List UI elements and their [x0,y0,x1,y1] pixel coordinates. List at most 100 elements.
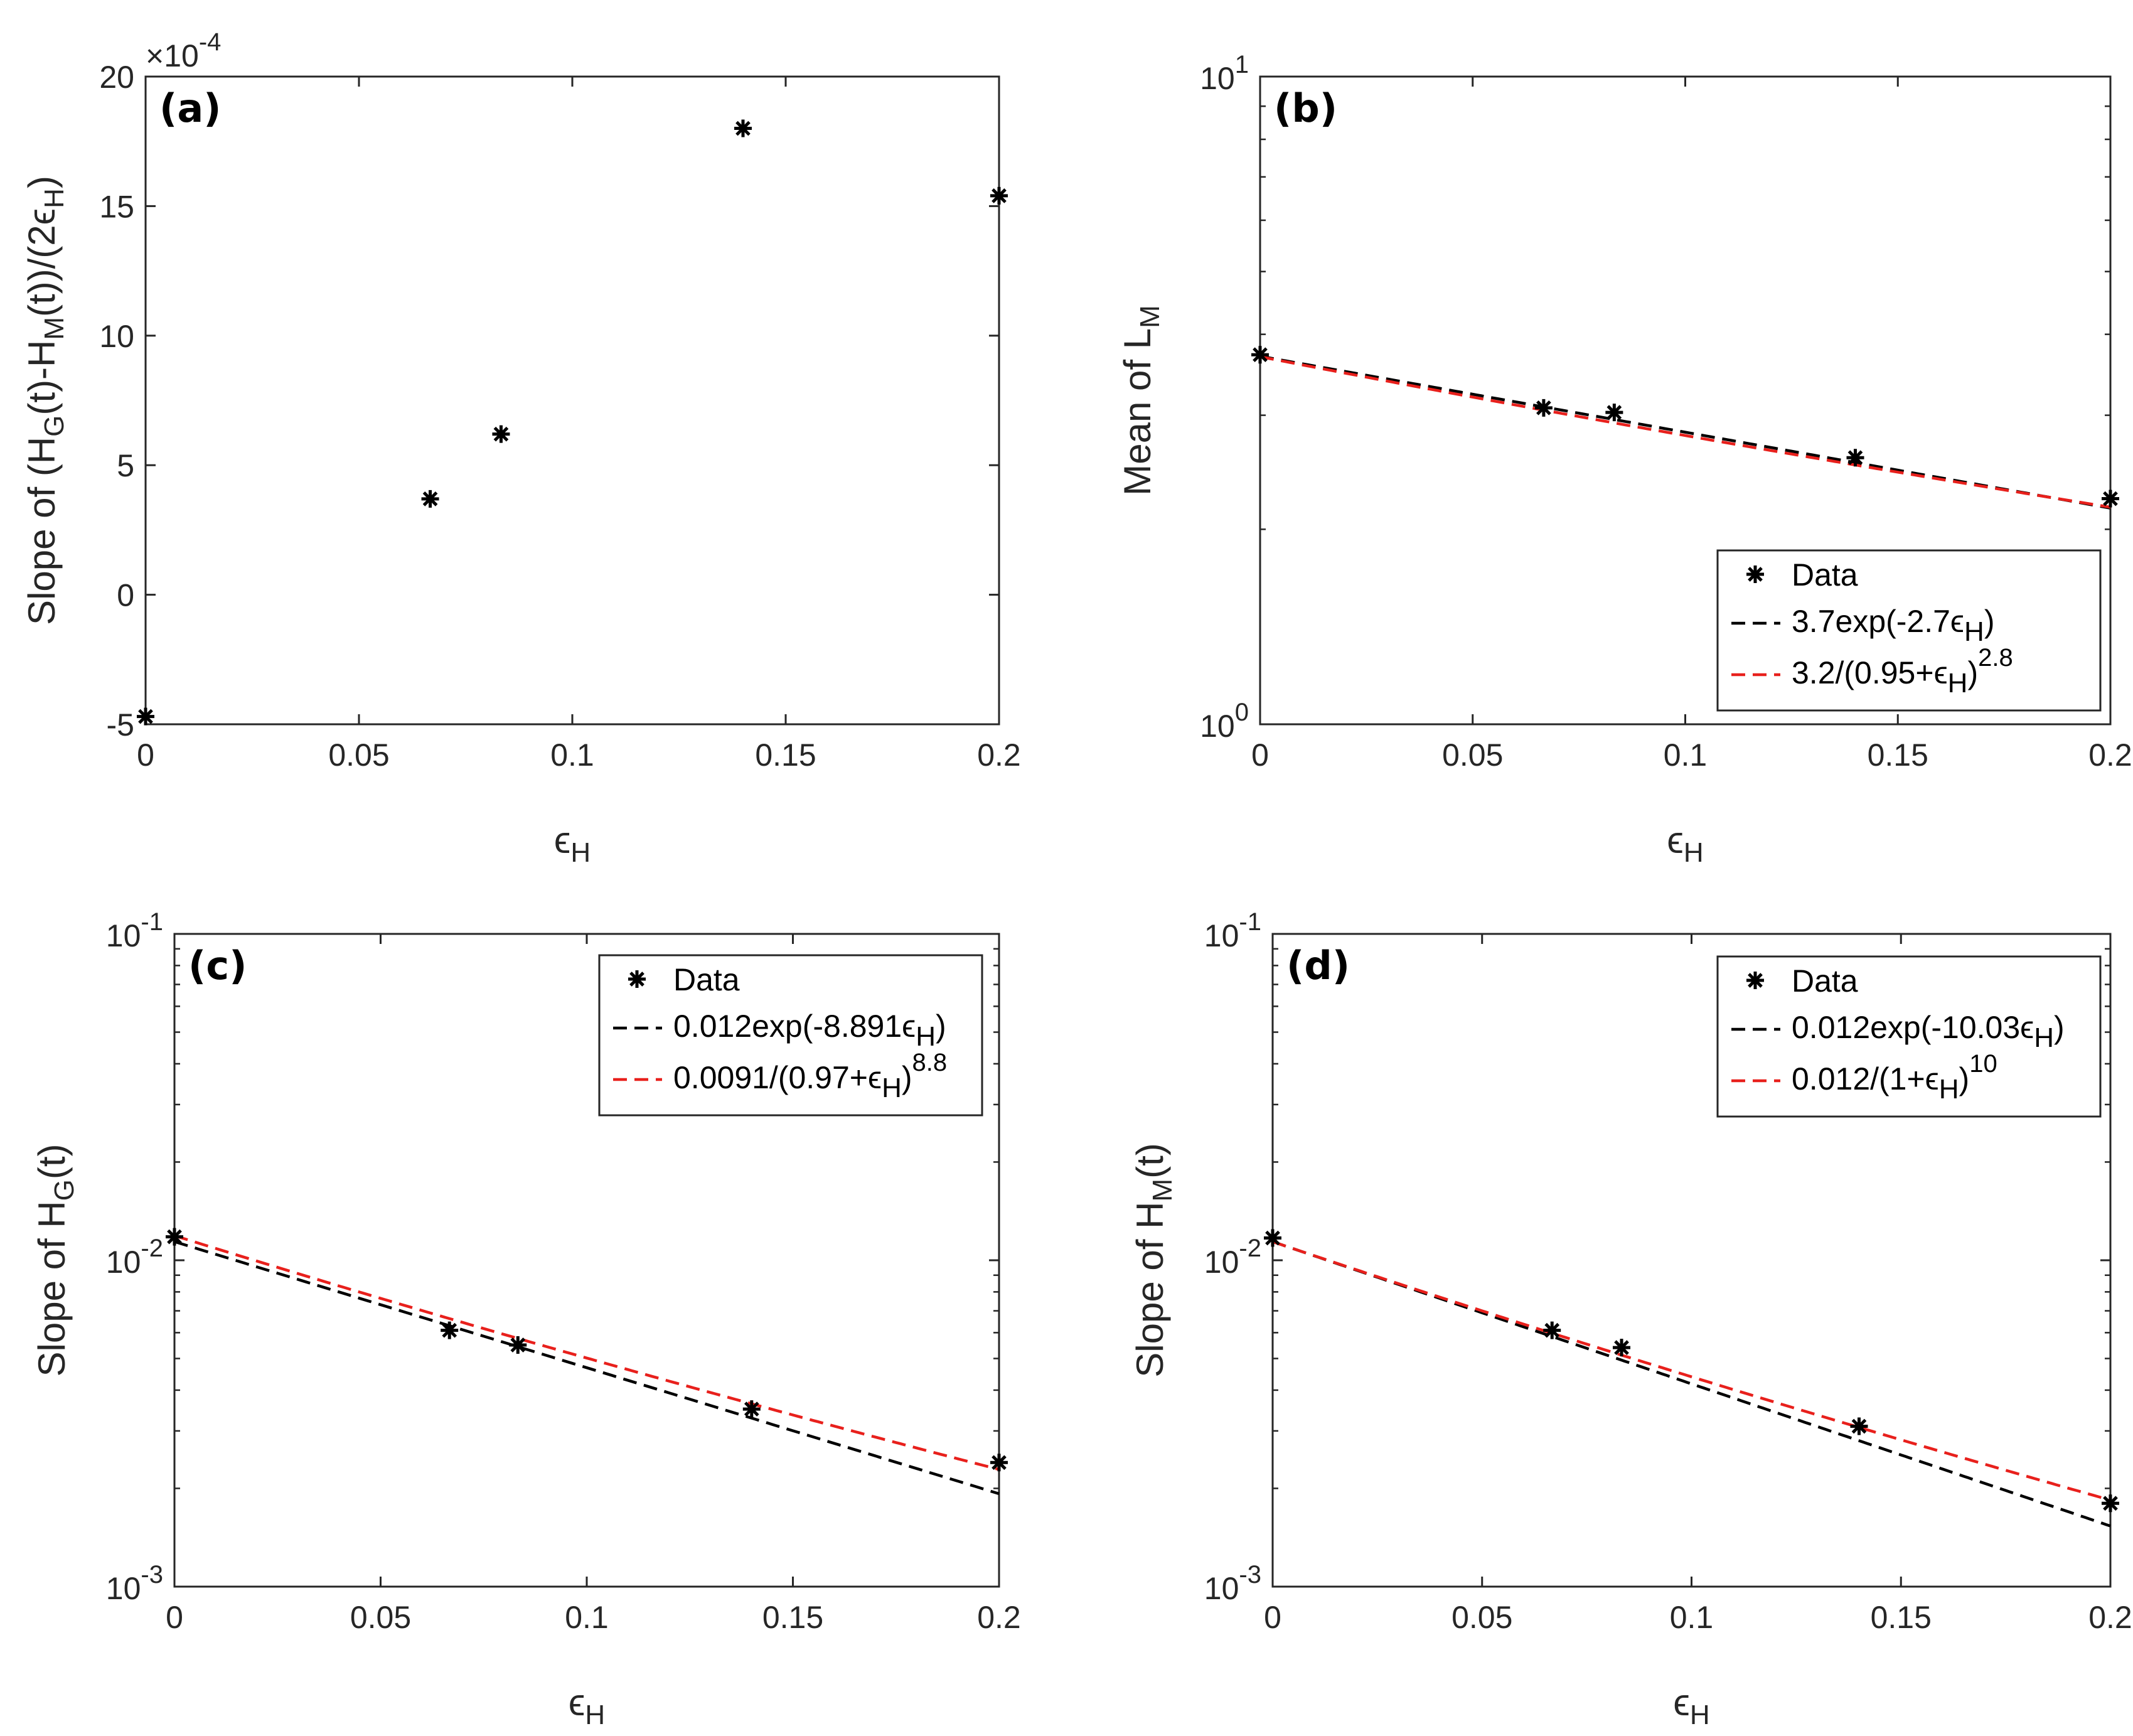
legend-marker-data [1746,565,1764,583]
fit-line-power [1259,355,2111,509]
legend-label-data: Data [673,962,740,997]
x-tick-label: 0.2 [977,1600,1021,1635]
data-point [1264,1229,1281,1247]
legend-label-fit-2: 0.012/(1+ϵH)10 [1792,1050,1997,1105]
x-tick-label: 0.15 [762,1600,823,1635]
y-tick-label: 15 [99,189,134,224]
legend-label-fit-2: 3.2/(0.95+ϵH)2.8 [1792,644,2013,699]
data-points [1264,1229,2119,1513]
x-tick-label: 0.2 [2088,1600,2132,1635]
x-axis-label: ϵH [1667,819,1703,868]
x-tick-label: 0.05 [350,1600,411,1635]
y-tick-label: 101 [1200,51,1249,96]
data-point [509,1336,527,1354]
x-tick-label: 0.1 [1664,737,1708,773]
fit-line-exp [174,1240,1000,1496]
data-point [166,1228,183,1246]
fit-line-exp [1272,1240,2111,1528]
fit-line-power [174,1234,1000,1471]
data-point [990,186,1008,205]
panel-label: (d) [1286,943,1350,989]
x-axis-label: ϵH [1673,1681,1709,1730]
y-axis-label: Mean of LM [1116,305,1165,496]
fit-line-exp [1259,355,2111,510]
x-tick-label: 0.1 [1670,1600,1714,1635]
data-point [990,1454,1008,1472]
y-tick-label: -5 [107,707,134,742]
y-tick-label: 10-2 [1204,1235,1261,1280]
x-tick-label: 0.15 [1871,1600,1932,1635]
x-tick-label: 0 [166,1600,183,1635]
data-point [1605,404,1623,422]
fit-lines [1259,355,2111,510]
data-point [1534,399,1553,417]
data-point [2102,1494,2119,1513]
x-tick-label: 0.2 [2088,737,2132,773]
x-tick-label: 0.1 [550,737,594,773]
legend-label-data: Data [1792,963,1858,999]
y-tick-label: 10-2 [106,1235,163,1280]
data-point [2102,490,2119,508]
legend: Data 0.012exp(-8.891ϵH)0.0091/(0.97+ϵH)8.… [598,954,983,1117]
legend-marker-data [1746,972,1764,989]
legend-label-fit-1: 0.012exp(-8.891ϵH) [673,1009,946,1052]
y-tick-label: 10-1 [1204,908,1261,953]
y-axis-label: Slope of (HG(t)-HM(t))/(2ϵH) [21,176,70,625]
x-axis-label: ϵH [569,1681,605,1730]
panel-label: (c) [188,943,247,989]
y-tick-label: 10-1 [106,908,163,953]
x-axis-label: ϵH [554,819,591,868]
y-exponent-label: ×10-4 [146,28,221,73]
data-point [1850,1417,1868,1435]
x-tick-label: 0.05 [1451,1600,1512,1635]
x-tick-label: 0.1 [565,1600,609,1635]
y-tick-label: 10 [99,319,134,354]
panel-label: (b) [1274,85,1337,131]
data-points [166,1228,1008,1472]
data-point [734,119,752,137]
panel-d: 0 0.05 0.1 0.15 0.2 10-3 10-2 10-1 ϵH Slope of HM… [1129,908,2132,1730]
data-point [1613,1339,1631,1357]
legend-box [1716,549,2102,712]
y-axis-label: Slope of HM(t) [1129,1143,1178,1377]
data-point [1543,1321,1561,1339]
x-tick-label: 0 [137,737,154,773]
panel-b: 0 0.05 0.1 0.15 0.2 100 101 ϵH Mean of LM (b) Data… [1116,51,2132,868]
y-tick-label: 100 [1200,699,1249,744]
y-tick-label: 10-3 [1204,1561,1261,1606]
data-point [1251,346,1269,364]
legend-label-fit-2: 0.0091/(0.97+ϵH)8.8 [673,1049,947,1103]
y-tick-label: 20 [99,60,134,95]
x-tick-label: 0.15 [755,737,816,773]
y-tick-label: 5 [117,448,134,483]
x-tick-label: 0.05 [1442,737,1503,773]
y-tick-label: 10-3 [106,1561,163,1606]
x-tick-label: 0 [1251,737,1269,773]
legend-box [1716,955,2102,1118]
x-tick-label: 0.15 [1868,737,1928,773]
axes-box [144,75,1000,726]
data-point [742,1400,761,1418]
y-tick-label: 0 [117,578,134,613]
data-point [421,490,439,508]
data-points [1251,346,2119,508]
legend-label-data: Data [1792,557,1858,592]
data-point [137,707,154,726]
x-tick-label: 0.05 [328,737,389,773]
panel-c: 0 0.05 0.1 0.15 0.2 10-3 10-2 10-1 ϵH Slope of HG… [31,908,1021,1730]
legend-marker-data [628,970,646,988]
data-point [441,1321,459,1339]
legend-label-fit-1: 0.012exp(-10.03ϵH) [1792,1010,2065,1053]
fit-lines [174,1234,1000,1496]
data-point [492,425,510,443]
data-points [137,119,1008,726]
legend: Data 3.7exp(-2.7ϵH)3.2/(0.95+ϵH)2.8 [1716,549,2102,712]
legend: Data 0.012exp(-10.03ϵH)0.012/(1+ϵH)10 [1716,955,2102,1118]
x-tick-label: 0.2 [977,737,1021,773]
y-axis-label: Slope of HG(t) [31,1144,80,1376]
data-point [1846,449,1864,467]
legend-box [598,954,983,1117]
fit-lines [1272,1240,2111,1528]
